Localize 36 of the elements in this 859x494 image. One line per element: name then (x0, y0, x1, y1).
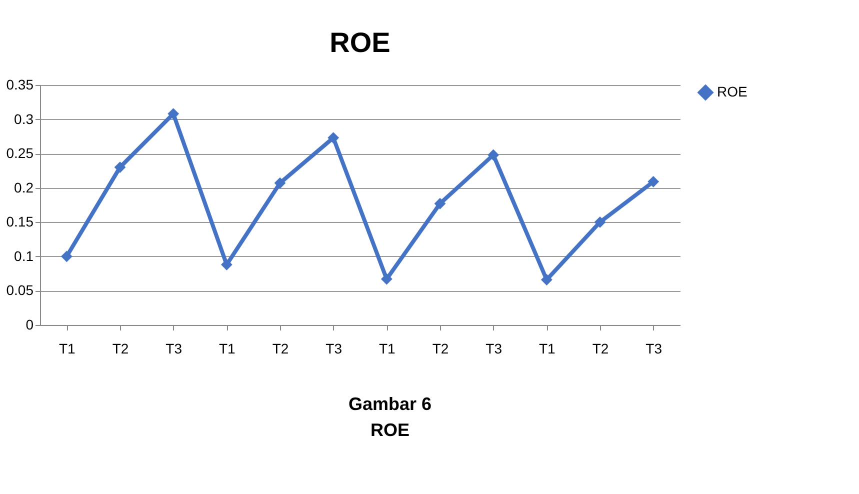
point (488, 149, 500, 161)
x-tick-label: T2 (592, 340, 609, 356)
point (540, 274, 552, 286)
chart-title: ROE (330, 27, 390, 58)
x-tick-label: T1 (538, 340, 556, 356)
x-tick-label: T1 (378, 340, 396, 356)
y-tick-label: 0.3 (14, 110, 34, 127)
point (648, 176, 660, 188)
point (60, 250, 72, 262)
x-tick-label: T3 (646, 340, 662, 356)
y-tick-label: 0.2 (14, 179, 34, 196)
y-tick-label: 0.15 (6, 214, 34, 230)
x-tick-label: T1 (58, 340, 76, 356)
y-tick-label: 0 (26, 316, 34, 332)
y-tick-label: 0.35 (6, 76, 34, 92)
x-tick-label: T3 (326, 340, 342, 356)
point (220, 258, 232, 270)
point (168, 108, 180, 120)
x-tick-label: T3 (486, 340, 502, 356)
point (114, 162, 126, 173)
point (328, 132, 340, 144)
point (434, 198, 446, 210)
x-tick-label: T2 (112, 340, 129, 356)
x-tick-label: T1 (218, 340, 236, 356)
y-tick-label: 0.25 (6, 145, 34, 162)
x-tick-label: T2 (432, 340, 449, 356)
text: ROE (370, 420, 410, 440)
point (594, 216, 606, 228)
y-tick-label: 0.05 (6, 282, 34, 298)
x-tick-label: T3 (166, 340, 182, 356)
legend-label: ROE (717, 84, 748, 100)
y-tick-label: 0.1 (14, 248, 34, 264)
x-tick-label: T2 (272, 340, 289, 356)
point (380, 273, 392, 285)
text: Gambar 6 (348, 394, 432, 414)
point (274, 177, 286, 189)
